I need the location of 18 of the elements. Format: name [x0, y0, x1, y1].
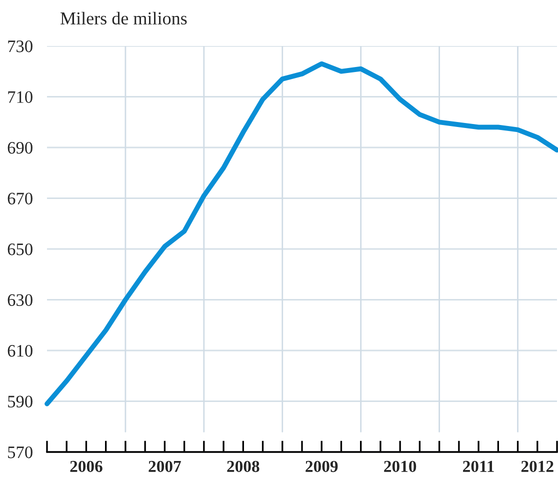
- x-tick-label: 2007: [148, 460, 181, 472]
- x-tick-label: 2006: [70, 460, 102, 472]
- x-tick-label: 2008: [227, 460, 260, 472]
- y-tick-label: 570: [8, 446, 32, 458]
- x-tick-label: 2012: [521, 460, 554, 472]
- y-tick-label: 590: [8, 396, 32, 408]
- x-tick-label: 2010: [384, 460, 416, 472]
- y-tick-label: 630: [8, 294, 32, 306]
- y-tick-label: 690: [8, 142, 32, 154]
- y-tick-label: 730: [8, 40, 32, 52]
- y-tick-label: 650: [8, 243, 32, 256]
- x-tick-label: 2011: [463, 460, 494, 472]
- x-tick-label: 2009: [306, 460, 338, 472]
- y-tick-label: 610: [8, 344, 32, 357]
- line-series: [44, 61, 558, 406]
- chart-title: Milers de milions: [60, 12, 187, 25]
- y-tick-label: 710: [8, 91, 32, 103]
- y-tick-label: 670: [8, 192, 32, 204]
